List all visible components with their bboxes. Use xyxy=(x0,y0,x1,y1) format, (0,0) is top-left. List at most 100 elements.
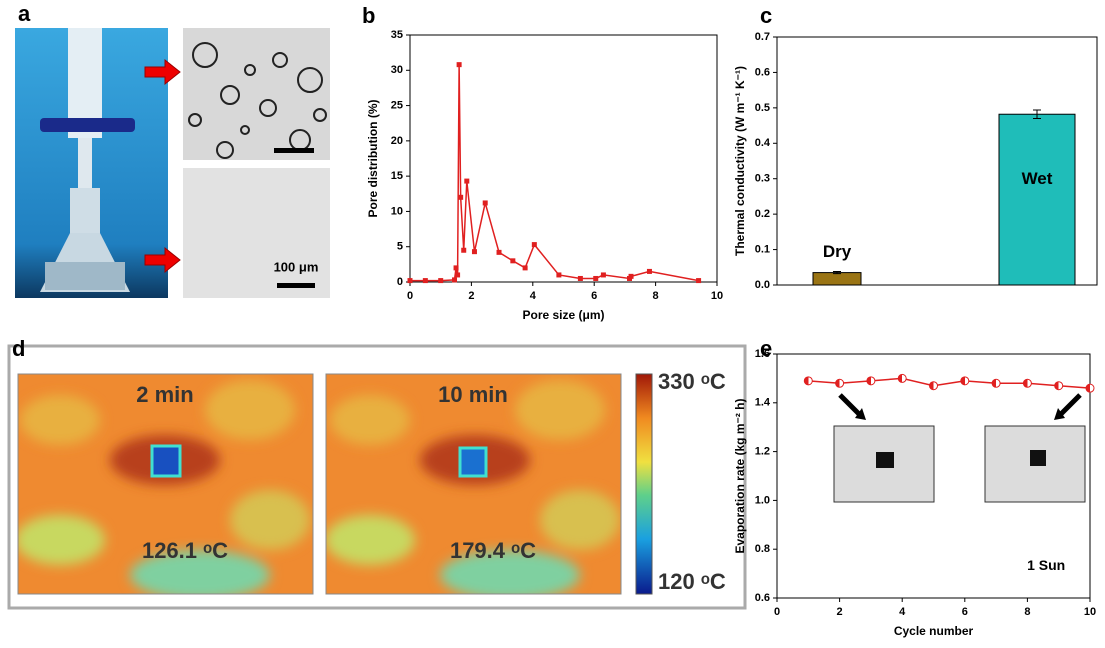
panel-label: c xyxy=(760,3,772,28)
y-tick-label: 5 xyxy=(397,241,403,253)
time-label: 10 min xyxy=(438,382,508,407)
marker xyxy=(556,272,562,278)
marker xyxy=(461,247,467,253)
x-tick-label: 8 xyxy=(653,290,659,302)
y-tick-label: 0.6 xyxy=(755,592,770,604)
panel-label: b xyxy=(362,3,375,28)
y-axis-label: Thermal conductivity (W m⁻¹ K⁻¹) xyxy=(733,66,747,256)
x-axis-label: Cycle number xyxy=(894,624,974,638)
plot-frame xyxy=(776,36,1098,286)
x-tick-label: 6 xyxy=(591,290,597,302)
colorbar-min: 120 ᵒC xyxy=(658,569,726,594)
data-line xyxy=(808,377,1091,389)
marker xyxy=(1054,381,1064,391)
temperature-label: 179.4 ᵒC xyxy=(450,538,536,563)
marker xyxy=(866,376,876,386)
marker xyxy=(422,278,428,284)
y-tick-label: 1.0 xyxy=(755,494,770,506)
marker xyxy=(696,278,702,284)
x-tick-label: 10 xyxy=(1084,606,1096,618)
marker xyxy=(803,376,813,386)
inset-photo xyxy=(833,393,1086,503)
micrograph: 100 μm xyxy=(144,28,330,298)
plot-frame xyxy=(409,34,718,283)
marker xyxy=(482,200,488,206)
data-line xyxy=(410,64,699,282)
marker xyxy=(1085,383,1095,393)
thermal-image xyxy=(326,374,621,594)
thermal-image xyxy=(18,374,313,594)
marker xyxy=(458,194,464,200)
photo xyxy=(15,28,168,298)
scale-bar-label: 100 μm xyxy=(274,259,319,274)
x-tick-label: 8 xyxy=(1024,606,1030,618)
category-label: Wet xyxy=(1022,169,1053,188)
marker xyxy=(496,249,502,255)
bar xyxy=(998,113,1076,286)
marker xyxy=(456,62,462,68)
marker xyxy=(453,265,459,271)
panel-label: a xyxy=(18,1,31,26)
x-tick-label: 4 xyxy=(530,290,537,302)
y-tick-label: 25 xyxy=(391,99,403,111)
x-axis-label: Pore size (μm) xyxy=(522,308,604,322)
panel-label: d xyxy=(12,336,25,361)
x-tick-label: 0 xyxy=(774,606,780,618)
y-tick-label: 0.7 xyxy=(755,31,770,43)
marker xyxy=(600,272,606,278)
x-tick-label: 2 xyxy=(468,290,474,302)
y-tick-label: 30 xyxy=(391,64,403,76)
time-label: 2 min xyxy=(136,382,193,407)
marker xyxy=(438,278,444,284)
colorbar-max: 330 ᵒC xyxy=(658,369,726,394)
bar xyxy=(812,272,862,286)
y-tick-label: 0.8 xyxy=(755,543,770,555)
y-tick-label: 0.3 xyxy=(755,173,770,185)
x-tick-label: 2 xyxy=(837,606,843,618)
x-tick-label: 10 xyxy=(711,290,723,302)
x-tick-label: 6 xyxy=(962,606,968,618)
marker xyxy=(835,378,845,388)
plot-frame xyxy=(776,353,1091,599)
error-bar xyxy=(1033,109,1041,119)
y-tick-label: 0.2 xyxy=(755,208,770,220)
marker xyxy=(531,242,537,248)
y-tick-label: 0 xyxy=(397,276,403,288)
y-tick-label: 0.4 xyxy=(755,137,771,149)
y-tick-label: 0.5 xyxy=(755,102,770,114)
panel-frame xyxy=(7,344,747,610)
y-tick-label: 15 xyxy=(391,170,403,182)
x-tick-label: 0 xyxy=(407,290,413,302)
y-tick-label: 35 xyxy=(391,29,403,41)
marker xyxy=(471,249,477,255)
y-tick-label: 1.4 xyxy=(755,397,771,409)
y-axis-label: Evaporation rate (kg m⁻² h) xyxy=(733,398,747,553)
marker xyxy=(628,273,634,279)
y-tick-label: 1.6 xyxy=(755,348,770,360)
panel-label: e xyxy=(760,336,772,361)
marker xyxy=(1022,378,1032,388)
marker xyxy=(522,265,528,271)
marker xyxy=(991,378,1001,388)
marker xyxy=(452,277,458,283)
error-bar xyxy=(833,271,841,275)
y-tick-label: 10 xyxy=(391,205,403,217)
marker xyxy=(646,268,652,274)
colorbar xyxy=(635,373,653,595)
marker xyxy=(510,258,516,264)
y-tick-label: 1.2 xyxy=(755,446,770,458)
marker xyxy=(464,178,470,184)
y-axis-label: Pore distribution (%) xyxy=(366,100,380,218)
marker xyxy=(577,275,583,281)
y-tick-label: 0.1 xyxy=(755,243,770,255)
annotation: 1 Sun xyxy=(1027,557,1065,573)
category-label: Dry xyxy=(823,242,852,261)
y-tick-label: 0.0 xyxy=(755,279,770,291)
x-tick-label: 4 xyxy=(899,606,906,618)
marker xyxy=(960,376,970,386)
marker xyxy=(593,275,599,281)
y-tick-label: 20 xyxy=(391,135,403,147)
marker xyxy=(897,373,907,383)
marker xyxy=(407,278,413,284)
